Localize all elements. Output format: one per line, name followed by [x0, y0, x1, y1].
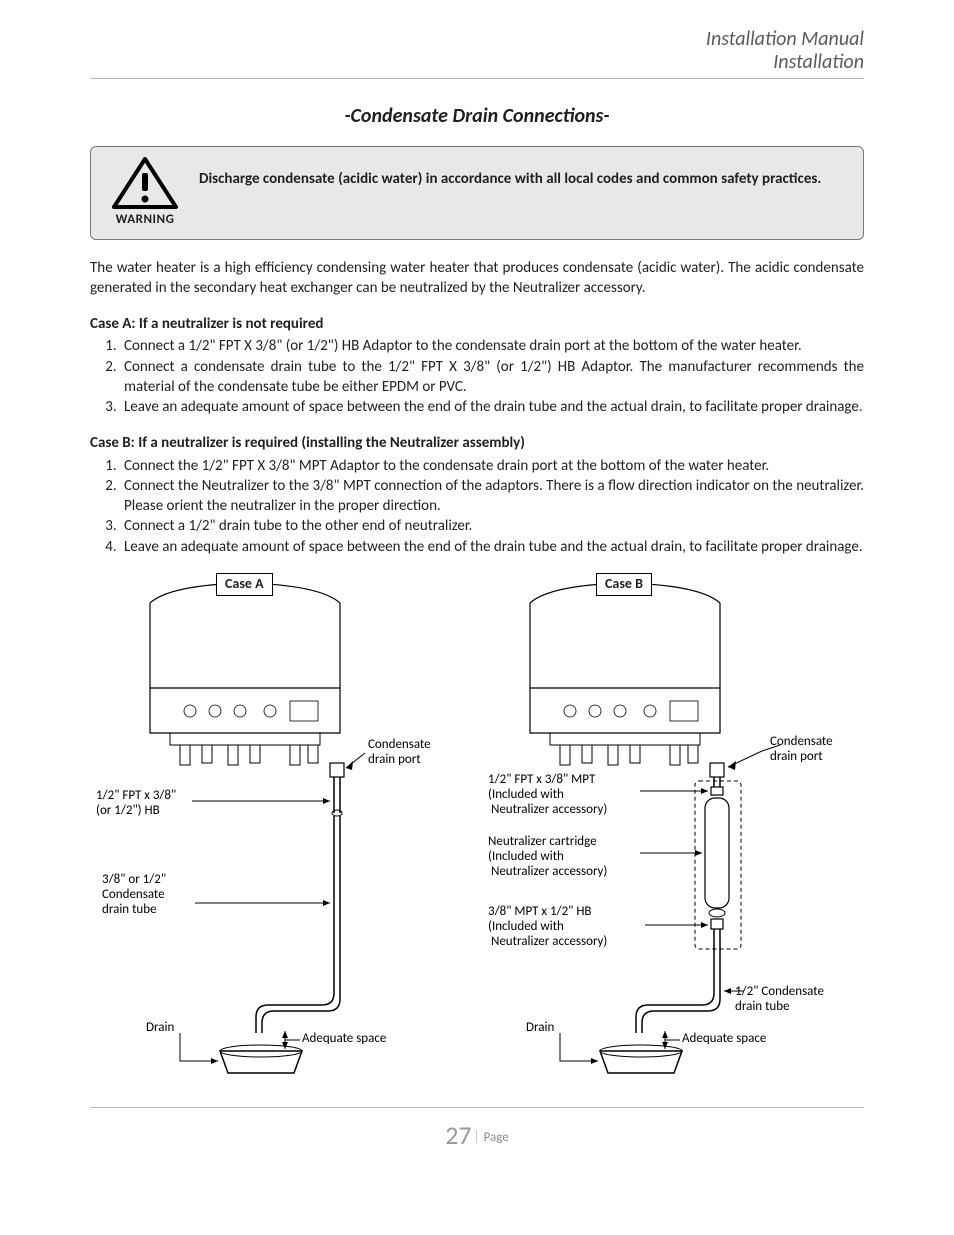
list-item: Connect the 1/2" FPT X 3/8" MPT Adaptor …	[120, 456, 864, 476]
section-title: -Condensate Drain Connections-	[90, 103, 864, 130]
label-drain-a: Drain	[146, 1021, 174, 1036]
label-tube-b: 1/2" Condensate drain tube	[735, 985, 824, 1015]
list-item: Connect the Neutralizer to the 3/8" MPT …	[120, 476, 864, 517]
list-item: Leave an adequate amount of space betwee…	[120, 397, 864, 417]
footer-divider: |	[474, 1130, 484, 1145]
page-label: Page	[484, 1130, 509, 1145]
warning-box: WARNING Discharge condensate (acidic wat…	[90, 146, 864, 240]
list-item: Connect a 1/2" drain tube to the other e…	[120, 516, 864, 536]
diagram-a-svg	[90, 573, 470, 1083]
list-item: Connect a 1/2" FPT X 3/8" (or 1/2") HB A…	[120, 336, 864, 356]
page-footer: 27|Page	[90, 1108, 864, 1153]
warning-triangle-icon	[110, 157, 180, 211]
label-cond-port-a: Condensate drain port	[368, 738, 431, 768]
case-b-box: Case B	[596, 573, 652, 596]
label-drain-b: Drain	[526, 1021, 554, 1036]
header-line-2: Installation	[90, 51, 864, 74]
case-a-heading: Case A: If a neutralizer is not required	[90, 314, 864, 334]
page-number: 27	[445, 1119, 473, 1151]
label-cond-port-b: Condensate drain port	[770, 735, 833, 765]
intro-paragraph: The water heater is a high efficiency co…	[90, 258, 864, 299]
label-space-a: Adequate space	[302, 1032, 386, 1047]
diagram-case-a: Case A	[90, 573, 470, 1083]
list-item: Leave an adequate amount of space betwee…	[120, 537, 864, 557]
label-mpt-b: 3/8" MPT x 1/2" HB (Included with Neutra…	[488, 905, 607, 950]
diagram-case-b: Case B	[480, 573, 870, 1083]
label-fpt-b: 1/2" FPT x 3/8" MPT (Included with Neutr…	[488, 773, 607, 818]
label-fpt-a: 1/2" FPT x 3/8" (or 1/2") HB	[96, 789, 176, 819]
diagrams-row: Case A	[90, 573, 864, 1108]
case-b-list: Connect the 1/2" FPT X 3/8" MPT Adaptor …	[90, 456, 864, 557]
case-b-heading: Case B: If a neutralizer is required (in…	[90, 433, 864, 453]
list-item: Connect a condensate drain tube to the 1…	[120, 357, 864, 398]
warning-text: Discharge condensate (acidic water) in a…	[199, 157, 821, 189]
header-line-1: Installation Manual	[90, 28, 864, 51]
warning-icon-wrap: WARNING	[105, 157, 185, 229]
page-header: Installation Manual Installation	[90, 28, 864, 79]
label-cart-b: Neutralizer cartridge (Included with Neu…	[488, 835, 607, 880]
label-space-b: Adequate space	[682, 1032, 766, 1047]
case-a-list: Connect a 1/2" FPT X 3/8" (or 1/2") HB A…	[90, 336, 864, 417]
warning-label: WARNING	[105, 211, 185, 229]
case-a-box: Case A	[216, 573, 273, 596]
label-tube-a: 3/8" or 1/2" Condensate drain tube	[102, 873, 166, 918]
